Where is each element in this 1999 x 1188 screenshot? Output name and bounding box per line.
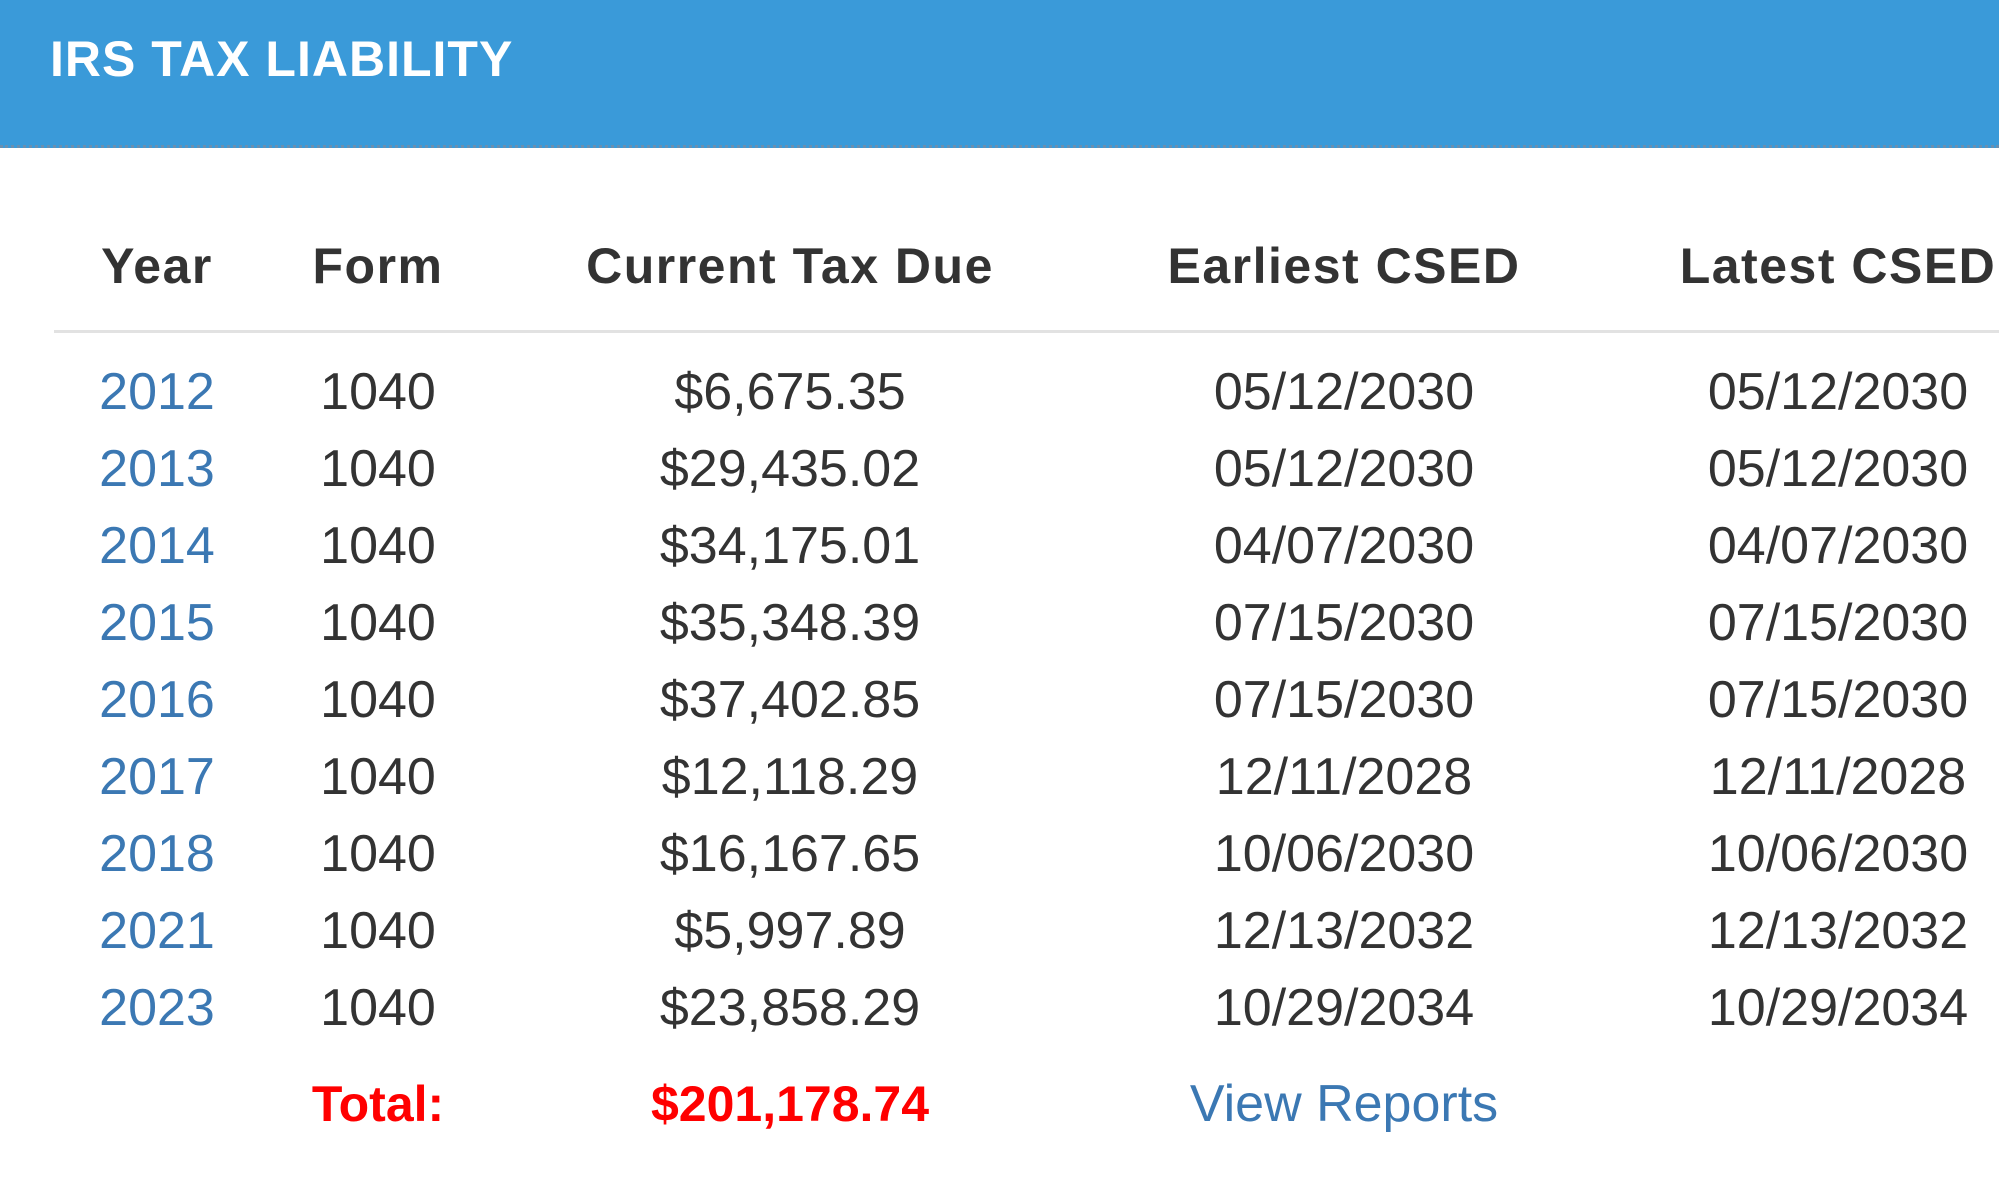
- latest-csed-cell: 10/06/2030: [1707, 825, 1969, 883]
- year-link[interactable]: 2013: [99, 440, 215, 498]
- total-value: $201,178.74: [650, 1076, 930, 1132]
- tax-due-cell: $34,175.01: [659, 517, 921, 575]
- form-cell: 1040: [320, 594, 436, 652]
- earliest-csed-cell: 10/29/2034: [1213, 979, 1475, 1037]
- latest-csed-cell: 12/11/2028: [1709, 748, 1967, 806]
- tax-due-cell: $5,997.89: [674, 902, 906, 960]
- latest-csed-cell: 07/15/2030: [1707, 594, 1969, 652]
- column-header-year: Year: [101, 238, 213, 294]
- form-cell: 1040: [320, 825, 436, 883]
- form-cell: 1040: [320, 979, 436, 1037]
- column-header-current-tax-due: Current Tax Due: [586, 238, 994, 294]
- form-cell: 1040: [320, 902, 436, 960]
- column-header-form: Form: [312, 238, 444, 294]
- header-divider: [54, 330, 1999, 333]
- earliest-csed-cell: 04/07/2030: [1213, 517, 1475, 575]
- earliest-csed-cell: 07/15/2030: [1213, 671, 1475, 729]
- latest-csed-cell: 10/29/2034: [1707, 979, 1969, 1037]
- total-label: Total:: [311, 1076, 445, 1132]
- column-header-earliest-csed: Earliest CSED: [1167, 238, 1521, 294]
- tax-due-cell: $37,402.85: [659, 671, 921, 729]
- earliest-csed-cell: 10/06/2030: [1213, 825, 1475, 883]
- year-link[interactable]: 2014: [99, 517, 215, 575]
- latest-csed-cell: 05/12/2030: [1707, 363, 1969, 421]
- panel-title: IRS TAX LIABILITY: [50, 31, 514, 87]
- tax-due-cell: $35,348.39: [659, 594, 921, 652]
- form-cell: 1040: [320, 748, 436, 806]
- earliest-csed-cell: 07/15/2030: [1213, 594, 1475, 652]
- tax-due-cell: $12,118.29: [661, 748, 919, 806]
- year-link[interactable]: 2015: [99, 594, 215, 652]
- earliest-csed-cell: 12/13/2032: [1213, 902, 1475, 960]
- form-cell: 1040: [320, 517, 436, 575]
- tax-due-cell: $23,858.29: [659, 979, 921, 1037]
- form-cell: 1040: [320, 363, 436, 421]
- tax-due-cell: $29,435.02: [659, 440, 921, 498]
- tax-due-cell: $6,675.35: [674, 363, 906, 421]
- panel-header: IRS TAX LIABILITY: [0, 0, 1999, 148]
- year-link[interactable]: 2012: [99, 363, 215, 421]
- column-header-latest-csed: Latest CSED: [1679, 238, 1997, 294]
- latest-csed-cell: 07/15/2030: [1707, 671, 1969, 729]
- year-link[interactable]: 2016: [99, 671, 215, 729]
- year-link[interactable]: 2023: [99, 979, 215, 1037]
- year-link[interactable]: 2018: [99, 825, 215, 883]
- earliest-csed-cell: 05/12/2030: [1213, 363, 1475, 421]
- year-link[interactable]: 2021: [99, 902, 215, 960]
- latest-csed-cell: 04/07/2030: [1707, 517, 1969, 575]
- form-cell: 1040: [320, 440, 436, 498]
- year-link[interactable]: 2017: [99, 748, 215, 806]
- latest-csed-cell: 12/13/2032: [1707, 902, 1969, 960]
- earliest-csed-cell: 12/11/2028: [1215, 748, 1473, 806]
- latest-csed-cell: 05/12/2030: [1707, 440, 1969, 498]
- earliest-csed-cell: 05/12/2030: [1213, 440, 1475, 498]
- view-reports-link[interactable]: View Reports: [1189, 1075, 1499, 1133]
- form-cell: 1040: [320, 671, 436, 729]
- tax-due-cell: $16,167.65: [659, 825, 921, 883]
